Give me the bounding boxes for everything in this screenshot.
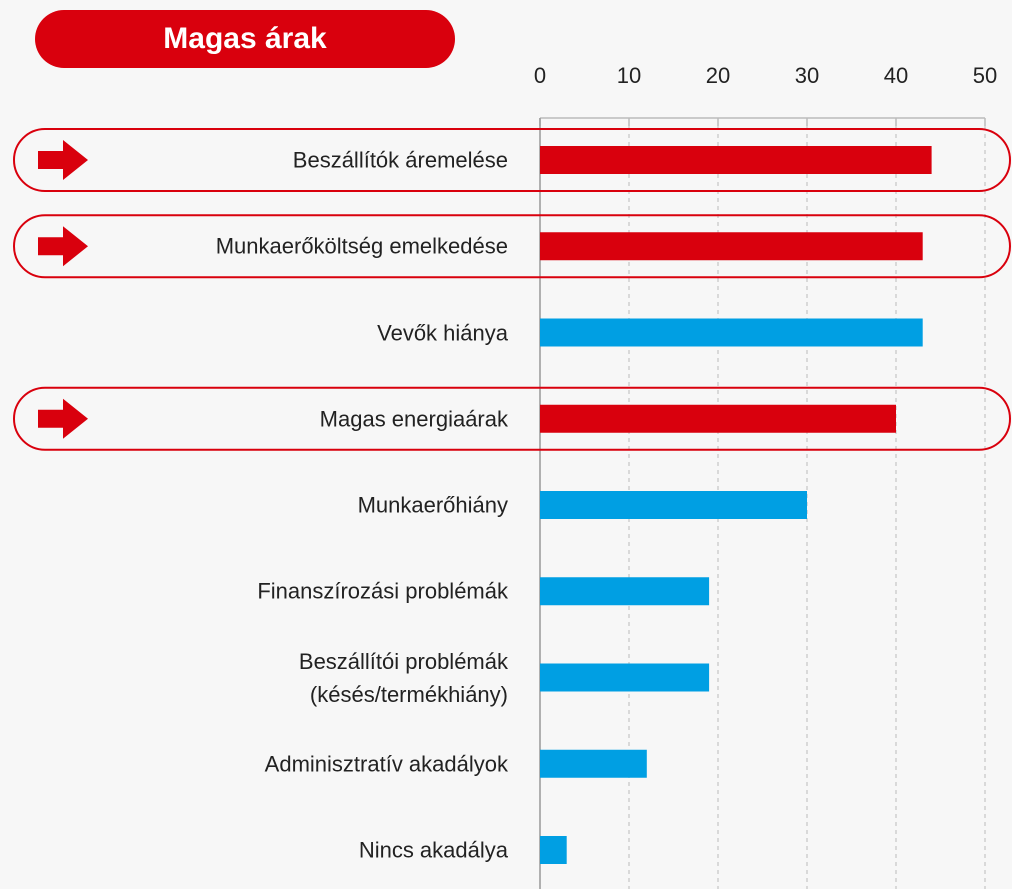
y-tick-label: Munkaerőhiány: [357, 492, 508, 518]
y-tick-label: Finanszírozási problémák: [257, 578, 508, 604]
bar: [540, 404, 896, 433]
highlight-outline: [13, 214, 1011, 279]
y-tick-label: Beszállítói problémák (késés/termékhiány…: [298, 648, 508, 707]
bar: [540, 577, 710, 606]
x-tick-label: 10: [617, 63, 641, 88]
bar: [540, 146, 932, 174]
x-tick-label: 40: [884, 63, 908, 88]
y-tick-label: Adminisztratív akadályok: [264, 751, 508, 777]
bar: [540, 318, 923, 347]
arrow: [38, 140, 88, 180]
x-tick-label: 50: [973, 63, 997, 88]
x-tick-label: 30: [795, 63, 819, 88]
x-tick-label: 0: [534, 63, 546, 88]
highlight-outline: [13, 386, 1011, 451]
bar: [540, 663, 710, 692]
arrow: [38, 226, 88, 267]
y-tick-label: Munkaerőköltség emelkedése: [215, 233, 508, 259]
y-tick-label: Beszállítók áremelése: [292, 147, 508, 173]
arrow: [38, 398, 88, 439]
y-tick-label: Nincs akadálya: [358, 837, 508, 863]
y-tick-label: Vevők hiánya: [377, 320, 508, 345]
bar: [540, 836, 567, 864]
y-tick-label: Magas energiaárak: [319, 406, 508, 432]
highlight-outline: [13, 128, 1011, 192]
chart-title: Magas árak: [35, 10, 455, 68]
bar: [540, 232, 923, 261]
bar: [540, 749, 647, 778]
bar: [540, 491, 807, 519]
x-tick-label: 20: [706, 63, 730, 88]
